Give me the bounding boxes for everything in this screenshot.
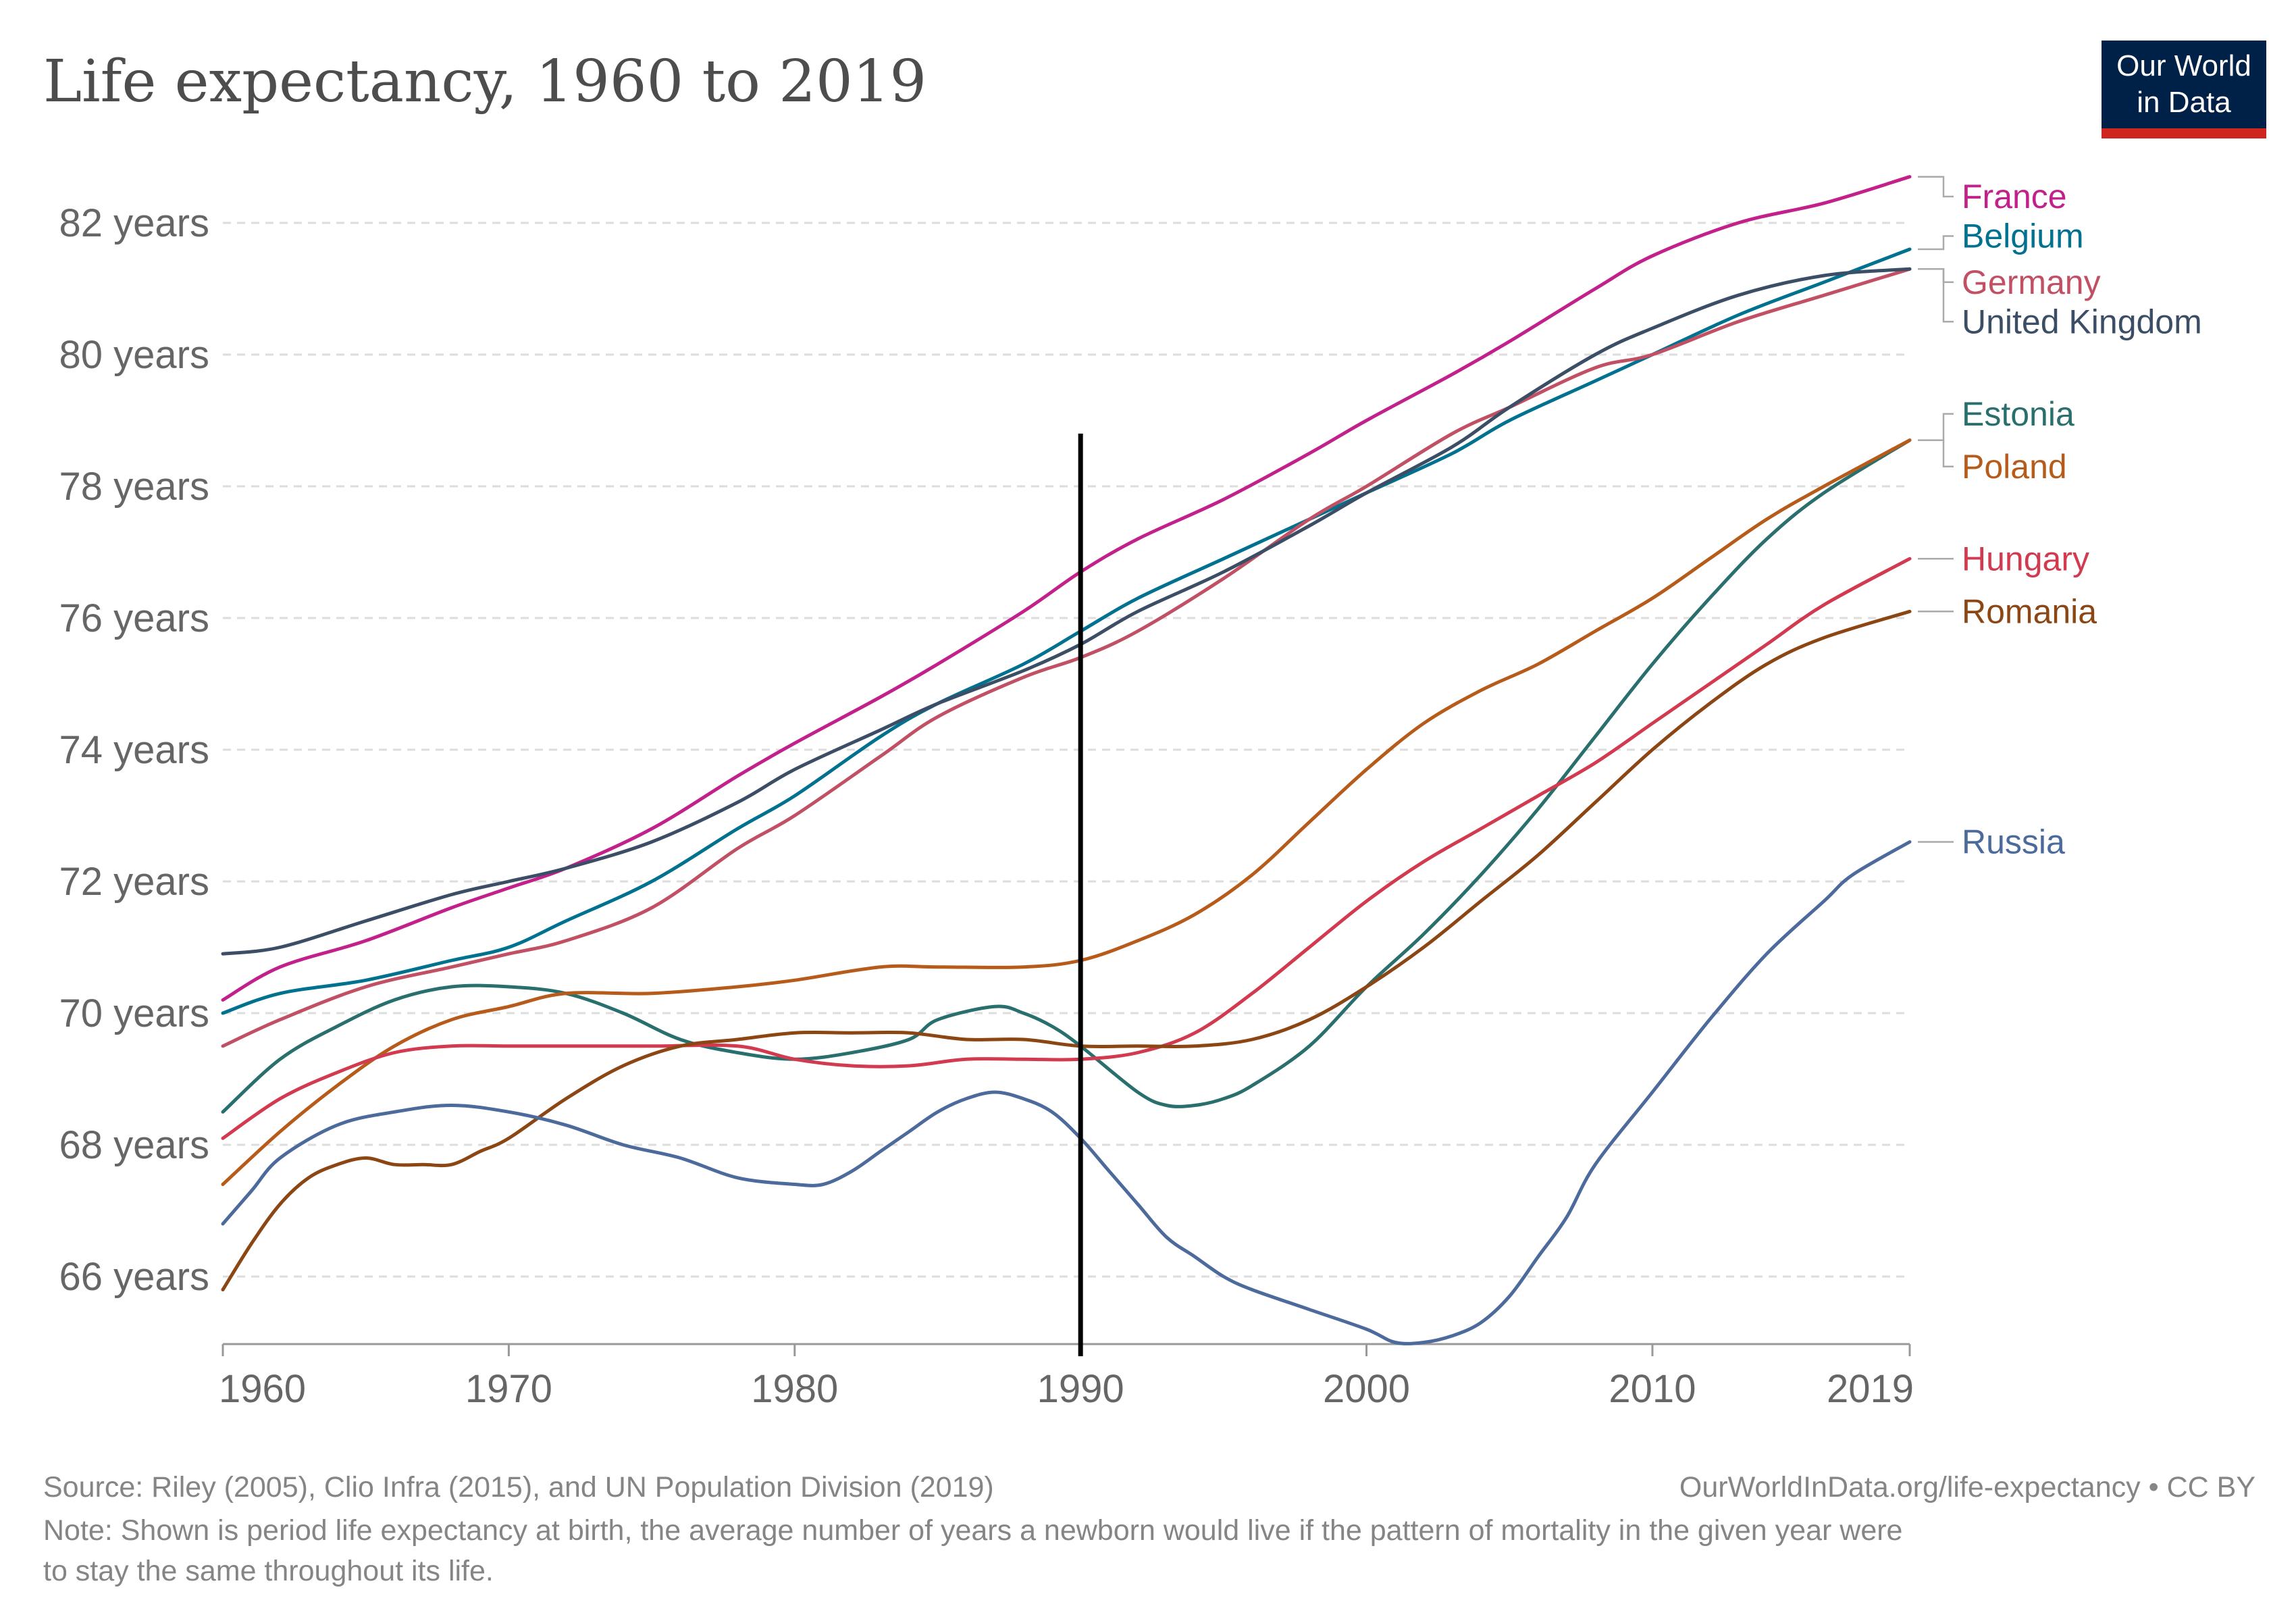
series-label-russia[interactable]: Russia xyxy=(1962,823,2065,861)
label-connector-poland xyxy=(1918,439,1954,468)
x-tick-label: 2010 xyxy=(1609,1367,1696,1411)
series-label-germany[interactable]: Germany xyxy=(1962,263,2101,301)
chart-title: Life expectancy, 1960 to 2019 xyxy=(43,48,927,115)
series-label-france[interactable]: France xyxy=(1962,178,2067,215)
source-text: Source: Riley (2005), Clio Infra (2015),… xyxy=(43,1471,994,1503)
series-line-estonia[interactable] xyxy=(221,438,1912,1114)
license-link[interactable]: OurWorldInData.org/life-expectancy • CC … xyxy=(1679,1471,2255,1503)
y-tick-label: 68 years xyxy=(59,1123,209,1167)
x-tick-label: 2019 xyxy=(1827,1367,1914,1411)
logo-line-2: in Data xyxy=(2137,86,2231,119)
series-label-poland[interactable]: Poland xyxy=(1962,448,2067,486)
y-tick-label: 66 years xyxy=(59,1255,209,1299)
series-line-france[interactable] xyxy=(221,175,1912,1002)
x-axis: 1960 1970 1980 1990 2000 2010 2019 xyxy=(219,1343,1914,1411)
label-connector-germany xyxy=(1918,268,1954,284)
logo-accent-bar xyxy=(2102,128,2266,138)
series-line-united-kingdom[interactable] xyxy=(221,267,1912,956)
series-label-belgium[interactable]: Belgium xyxy=(1962,217,2084,255)
note-text-line-1: Note: Shown is period life expectancy at… xyxy=(43,1514,1902,1547)
series-label-united-kingdom[interactable]: United Kingdom xyxy=(1962,303,2202,340)
y-tick-label: 78 years xyxy=(59,465,209,509)
y-tick-label: 74 years xyxy=(59,728,209,772)
y-tick-label: 72 years xyxy=(59,860,209,904)
series-line-romania[interactable] xyxy=(221,609,1912,1291)
series-lines xyxy=(221,175,1912,1345)
series-line-belgium[interactable] xyxy=(221,247,1912,1015)
x-tick-label: 1990 xyxy=(1037,1367,1124,1411)
note-text-line-2: to stay the same throughout its life. xyxy=(43,1555,494,1587)
y-tick-label: 70 years xyxy=(59,992,209,1035)
grid-lines xyxy=(223,222,1910,1278)
series-label-estonia[interactable]: Estonia xyxy=(1962,395,2075,433)
label-connector-belgium xyxy=(1918,235,1954,251)
y-tick-label: 82 years xyxy=(59,201,209,245)
series-line-germany[interactable] xyxy=(221,267,1912,1048)
series-line-russia[interactable] xyxy=(221,840,1912,1345)
y-tick-label: 80 years xyxy=(59,333,209,377)
series-line-poland[interactable] xyxy=(221,438,1912,1186)
series-label-romania[interactable]: Romania xyxy=(1962,592,2097,630)
series-label-hungary[interactable]: Hungary xyxy=(1962,540,2089,577)
x-tick-label: 1980 xyxy=(751,1367,838,1411)
x-tick-label: 1970 xyxy=(465,1367,552,1411)
label-connector-france xyxy=(1918,176,1954,198)
label-connector-estonia xyxy=(1918,413,1954,441)
series-line-hungary[interactable] xyxy=(221,557,1912,1140)
y-axis: 66 years 68 years 70 years 72 years 74 years… xyxy=(59,201,209,1299)
logo-line-1: Our World xyxy=(2116,49,2251,82)
owid-logo[interactable]: Our World in Data xyxy=(2102,41,2266,138)
x-tick-label: 2000 xyxy=(1323,1367,1410,1411)
label-connector-united-kingdom xyxy=(1918,268,1954,323)
y-tick-label: 76 years xyxy=(59,596,209,640)
logo-background xyxy=(2102,41,2266,128)
x-tick-label: 1960 xyxy=(219,1367,306,1411)
